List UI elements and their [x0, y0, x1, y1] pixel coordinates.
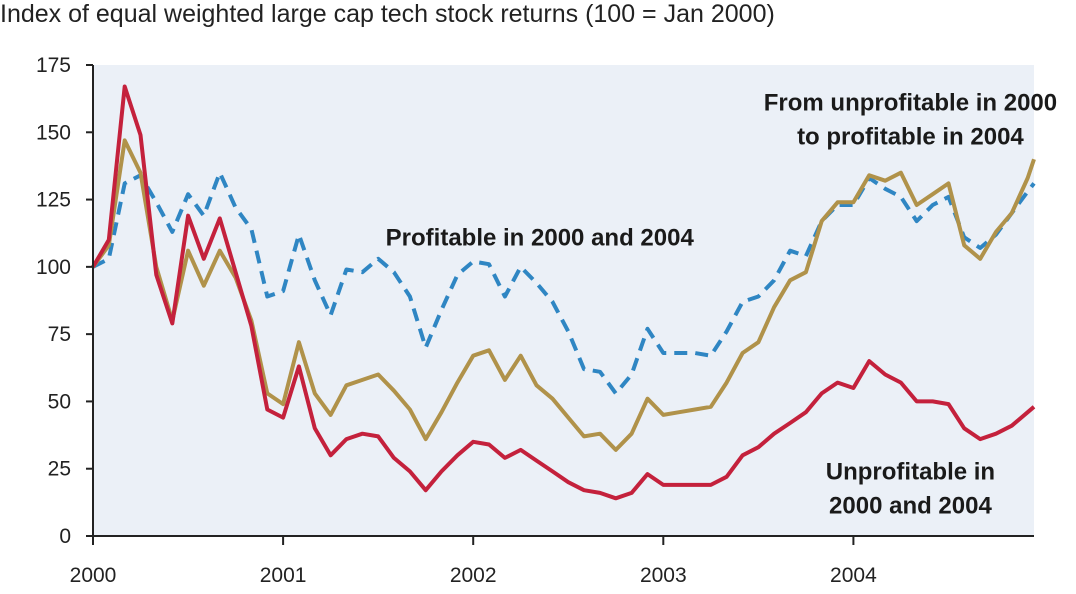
annotation-unprofitable-to-profitable: From unprofitable in 2000 — [764, 90, 1057, 117]
series-line-1 — [92, 170, 1036, 396]
y-tick-label: 150 — [36, 121, 71, 144]
y-tick-label: 25 — [48, 458, 71, 481]
annotation-unprofitable: Unprofitable in — [826, 458, 995, 485]
y-tick-label: 0 — [59, 525, 71, 548]
series-line-3 — [91, 84, 1036, 501]
series-layer — [91, 84, 1036, 501]
x-tick-label: 2001 — [260, 564, 307, 587]
y-tick-label: 125 — [36, 189, 71, 212]
chart-title: Index of equal weighted large cap tech s… — [0, 0, 775, 28]
annotation-unprofitable: 2000 and 2004 — [829, 492, 992, 519]
x-tick-label: 2004 — [830, 564, 877, 587]
x-tick-label: 2000 — [70, 564, 117, 587]
plot-background — [93, 65, 1034, 536]
annotation-layer: Profitable in 2000 and 2004 From unprofit… — [386, 90, 1057, 520]
y-tick-label: 100 — [36, 256, 71, 279]
annotation-unprofitable-to-profitable: to profitable in 2004 — [797, 124, 1024, 151]
y-tick-label: 75 — [48, 323, 71, 346]
x-tick-label: 2003 — [640, 564, 687, 587]
y-tick-label: 50 — [48, 390, 71, 413]
y-tick-label: 175 — [36, 54, 71, 77]
annotation-profitable: Profitable in 2000 and 2004 — [386, 224, 695, 251]
x-tick-label: 2002 — [450, 564, 497, 587]
axes-layer: 0 25 50 75 100 125 150 175 2000 2001 2002 2003 2004 — [36, 54, 1034, 587]
